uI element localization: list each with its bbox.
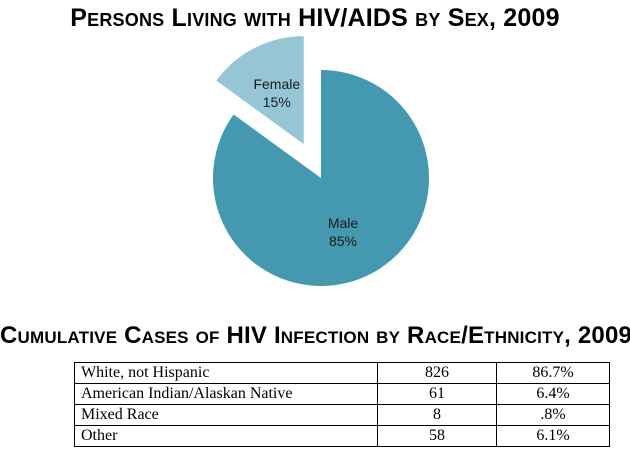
pie-slice-male [212, 70, 429, 286]
pie-label-male-percent: 85% [329, 233, 357, 249]
race-label-cell: Mixed Race [74, 404, 378, 426]
percent-cell: 86.7% [496, 362, 610, 384]
table-row: American Indian/Alaskan Native 61 6.4% [74, 383, 610, 405]
count-cell: 58 [377, 425, 497, 447]
table-row: Mixed Race 8.8% [74, 404, 610, 426]
count-cell: 8 [377, 404, 497, 426]
percent-cell: .8% [496, 404, 610, 426]
race-label-cell: Other [74, 425, 378, 447]
percent-cell: 6.4% [496, 383, 610, 405]
pie-label-male-name: Male [328, 215, 359, 231]
pie-label-female-percent: 15% [263, 94, 291, 110]
pie-slices [212, 36, 429, 286]
pie-slice-female [216, 36, 304, 145]
table-row: White, not Hispanic 826 86.7% [74, 362, 610, 384]
race-label-cell: American Indian/Alaskan Native [74, 383, 378, 405]
table-body: White, not Hispanic 826 86.7% American Indi… [74, 362, 610, 447]
count-cell: 61 [377, 383, 497, 405]
pie-chart: Female 15% Male 85% [212, 36, 429, 286]
percent-cell: 6.1% [496, 425, 610, 447]
table-row: Other 58 6.1% [74, 425, 610, 447]
race-label-cell: White, not Hispanic [74, 362, 378, 384]
pie-labels: Female 15% Male 85% [253, 76, 358, 249]
pie-chart-title: Persons Living with HIV/AIDS by Sex, 200… [70, 4, 560, 32]
count-cell: 826 [377, 362, 497, 384]
race-ethnicity-table: White, not Hispanic 826 86.7% American Indi… [74, 362, 610, 447]
pie-label-female-name: Female [253, 76, 300, 92]
table-title: Cumulative Cases of HIV Infection by Rac… [0, 322, 630, 349]
